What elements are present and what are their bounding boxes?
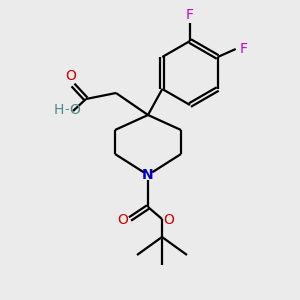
Text: F: F — [186, 8, 194, 22]
Text: N: N — [142, 168, 154, 182]
Text: F: F — [240, 42, 248, 56]
Text: -: - — [65, 103, 69, 116]
Text: O: O — [164, 213, 174, 227]
Text: O: O — [118, 213, 128, 227]
Text: O: O — [70, 103, 80, 117]
Text: O: O — [66, 69, 76, 83]
Text: H: H — [54, 103, 64, 117]
